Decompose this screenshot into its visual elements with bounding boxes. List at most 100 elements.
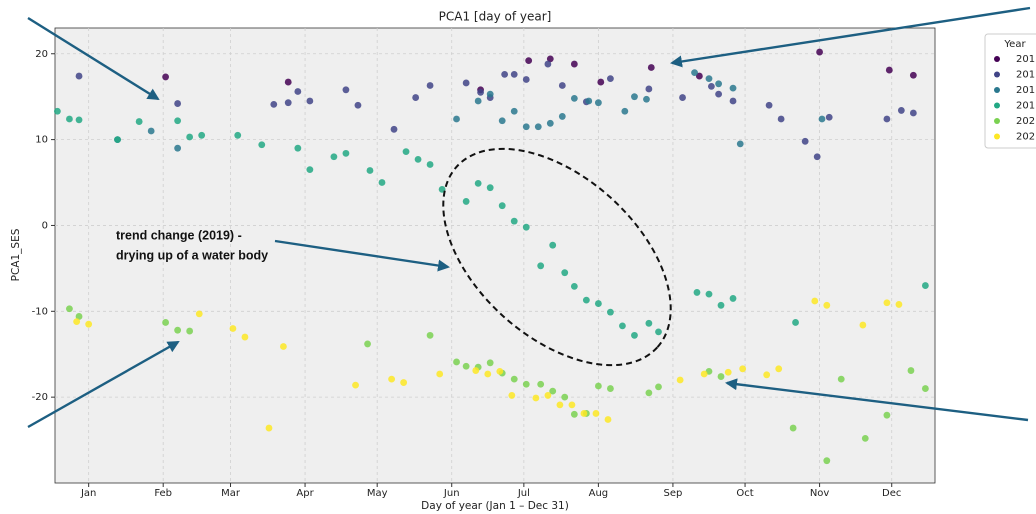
y-tick-label: 0 xyxy=(42,220,48,231)
point xyxy=(414,155,422,163)
x-tick-label: Dec xyxy=(882,488,901,499)
point xyxy=(522,380,530,388)
arrow xyxy=(274,239,450,272)
y-tick-label: -20 xyxy=(32,392,48,403)
point xyxy=(75,72,83,80)
x-tick-label: Sep xyxy=(663,488,682,499)
point xyxy=(607,385,614,392)
plot-area xyxy=(54,27,936,484)
point xyxy=(558,113,566,120)
point xyxy=(484,370,492,378)
point xyxy=(388,375,396,383)
point xyxy=(546,119,554,127)
point xyxy=(147,127,155,135)
point xyxy=(330,153,338,161)
point xyxy=(198,131,206,139)
point xyxy=(837,375,845,383)
point xyxy=(717,301,725,309)
point xyxy=(229,325,237,332)
point xyxy=(522,76,530,83)
point xyxy=(655,383,662,391)
y-tick-label: 20 xyxy=(35,49,48,60)
legend-marker xyxy=(994,56,1000,62)
point xyxy=(558,82,566,89)
point xyxy=(174,117,182,125)
point xyxy=(825,113,833,121)
point xyxy=(306,166,314,174)
point xyxy=(765,101,773,109)
arrow xyxy=(670,6,1031,68)
x-tick-label: Mar xyxy=(221,488,241,499)
point xyxy=(453,115,460,123)
y-tick-label: 10 xyxy=(35,135,48,146)
point xyxy=(522,123,530,131)
legend-marker xyxy=(994,71,1000,78)
point xyxy=(75,116,83,124)
point xyxy=(789,424,797,432)
point xyxy=(501,70,509,78)
point xyxy=(534,123,542,131)
point xyxy=(546,55,554,63)
point xyxy=(561,269,569,277)
x-tick-label: Aug xyxy=(589,488,609,499)
point xyxy=(510,70,518,78)
point xyxy=(705,290,713,298)
arrow xyxy=(27,16,160,101)
x-tick-label: Nov xyxy=(810,488,830,499)
point xyxy=(645,85,653,93)
point xyxy=(474,179,482,187)
point xyxy=(897,107,905,114)
point xyxy=(537,380,545,388)
point xyxy=(594,382,602,390)
point xyxy=(885,66,893,74)
point xyxy=(462,362,470,370)
point xyxy=(556,401,564,409)
point xyxy=(582,296,590,304)
point xyxy=(544,392,552,399)
point xyxy=(679,94,686,101)
point xyxy=(729,295,737,302)
point xyxy=(462,198,470,205)
point xyxy=(631,93,638,101)
point xyxy=(75,313,83,320)
point xyxy=(508,392,516,399)
x-tick-label: May xyxy=(367,488,388,499)
point xyxy=(621,107,629,115)
point xyxy=(823,457,831,465)
point xyxy=(570,410,578,418)
point xyxy=(811,297,819,305)
point xyxy=(364,340,371,348)
point xyxy=(907,367,915,374)
point xyxy=(594,99,602,107)
point xyxy=(801,137,809,145)
annotation: drying up of a water body xyxy=(116,248,268,262)
point xyxy=(592,410,600,417)
point xyxy=(619,322,626,330)
point xyxy=(234,131,242,139)
legend-label: 201 xyxy=(1016,70,1035,81)
x-tick-label: Jun xyxy=(443,488,460,499)
point xyxy=(135,118,143,125)
point xyxy=(498,202,506,210)
point xyxy=(655,328,662,336)
point xyxy=(570,60,578,68)
point xyxy=(883,115,891,123)
point xyxy=(280,343,287,350)
point xyxy=(366,167,374,174)
point xyxy=(717,373,725,380)
point xyxy=(525,57,533,65)
point xyxy=(402,148,410,156)
x-tick-label: Feb xyxy=(154,488,172,499)
legend-title: Year xyxy=(1003,39,1026,50)
point xyxy=(510,107,518,115)
point xyxy=(739,365,747,373)
legend-label: 201 xyxy=(1016,54,1035,65)
point xyxy=(453,358,460,366)
point xyxy=(174,326,182,334)
point xyxy=(729,97,737,105)
point xyxy=(186,327,194,335)
point xyxy=(400,379,408,386)
point xyxy=(486,184,494,192)
point xyxy=(549,241,557,249)
